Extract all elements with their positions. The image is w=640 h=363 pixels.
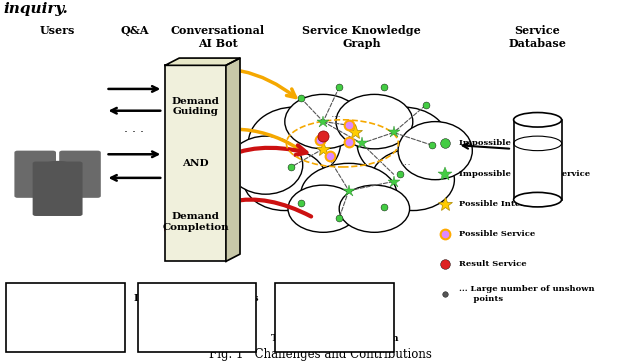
FancyBboxPatch shape bbox=[14, 151, 56, 198]
Circle shape bbox=[62, 152, 98, 172]
Polygon shape bbox=[514, 120, 562, 200]
Ellipse shape bbox=[339, 185, 410, 232]
Text: Users: Users bbox=[40, 25, 76, 36]
FancyBboxPatch shape bbox=[33, 162, 83, 216]
Text: Conversational
AI Bot: Conversational AI Bot bbox=[170, 25, 265, 49]
Ellipse shape bbox=[514, 113, 562, 127]
Text: Service
Database: Service Database bbox=[509, 25, 566, 49]
Text: Limited Domain: Limited Domain bbox=[291, 294, 378, 303]
Text: Possible Service: Possible Service bbox=[459, 230, 535, 238]
Ellipse shape bbox=[398, 122, 472, 180]
Text: Uninformed Rules: Uninformed Rules bbox=[147, 334, 246, 343]
Text: Impossible Service: Impossible Service bbox=[459, 139, 548, 147]
Polygon shape bbox=[226, 58, 240, 261]
Text: Q&A: Q&A bbox=[120, 25, 148, 36]
Text: ...: ... bbox=[401, 156, 412, 167]
Bar bbox=[6, 283, 125, 352]
Bar bbox=[275, 283, 394, 352]
Bar bbox=[138, 283, 256, 352]
Text: Demand
Guiding: Demand Guiding bbox=[172, 97, 220, 116]
Text: Transboundary Domain: Transboundary Domain bbox=[271, 334, 398, 343]
Ellipse shape bbox=[357, 107, 449, 180]
Text: Fuzzy Demand: Fuzzy Demand bbox=[26, 334, 106, 343]
Ellipse shape bbox=[288, 185, 358, 232]
Ellipse shape bbox=[301, 163, 397, 225]
Text: Defining Default Rules: Defining Default Rules bbox=[134, 294, 259, 303]
Polygon shape bbox=[165, 58, 240, 65]
Ellipse shape bbox=[288, 103, 410, 198]
Text: inquiry.: inquiry. bbox=[3, 2, 68, 16]
Ellipse shape bbox=[285, 94, 362, 149]
Text: Demand
Completion: Demand Completion bbox=[162, 212, 229, 232]
Text: Impossible Concept/Service: Impossible Concept/Service bbox=[459, 170, 590, 178]
Ellipse shape bbox=[243, 149, 326, 211]
Text: ↓: ↓ bbox=[60, 311, 72, 325]
Ellipse shape bbox=[514, 192, 562, 207]
Text: ...: ... bbox=[331, 109, 341, 119]
Circle shape bbox=[17, 152, 53, 172]
Bar bbox=[165, 65, 226, 261]
Text: Service Knowledge
Graph: Service Knowledge Graph bbox=[302, 25, 421, 49]
Ellipse shape bbox=[248, 107, 340, 180]
Text: ↓: ↓ bbox=[328, 311, 340, 325]
Text: Clear Demand: Clear Demand bbox=[27, 294, 104, 303]
Text: ... Large number of unshown
     points: ... Large number of unshown points bbox=[459, 285, 595, 303]
Text: AND: AND bbox=[182, 159, 209, 168]
Ellipse shape bbox=[371, 149, 454, 211]
Text: Fig. 1   Challenges and Contributions: Fig. 1 Challenges and Contributions bbox=[209, 348, 431, 361]
Text: Result Service: Result Service bbox=[459, 260, 527, 268]
FancyBboxPatch shape bbox=[60, 151, 101, 198]
Text: Possible Intention: Possible Intention bbox=[459, 200, 545, 208]
Ellipse shape bbox=[228, 136, 303, 194]
Ellipse shape bbox=[336, 94, 413, 149]
Text: ↓: ↓ bbox=[191, 311, 203, 325]
Circle shape bbox=[36, 162, 79, 186]
Text: · · ·: · · · bbox=[124, 126, 145, 139]
